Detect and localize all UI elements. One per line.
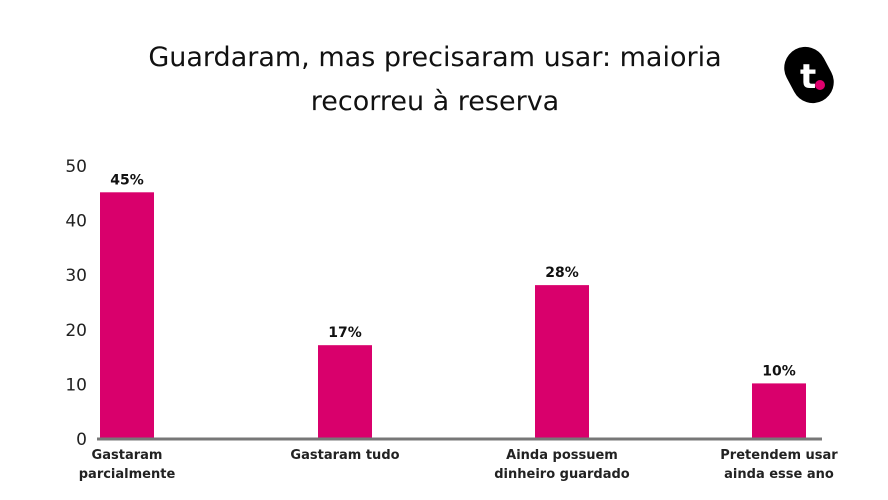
y-tick-label: 0 [76,430,87,450]
x-tick-label: Pretendem usar [720,448,838,463]
bar [535,285,589,438]
data-label: 28% [545,265,579,281]
svg-text:t: t [800,57,816,97]
x-tick-label: Gastaram [92,448,163,463]
y-tick-label: 20 [65,321,87,341]
chart-title: Guardaram, mas precisaram usar: maioria … [80,36,790,124]
x-tick-label: ainda esse ano [724,467,834,482]
bar [752,383,806,438]
data-label: 17% [328,325,362,341]
bar [100,192,154,438]
x-tick-label: Ainda possuem [506,448,618,463]
data-label: 10% [762,363,796,379]
x-tick-label: dinheiro guardado [494,467,630,482]
y-tick-label: 30 [65,266,87,286]
chart-title-line: Guardaram, mas precisaram usar: maioria [148,42,722,73]
data-label: 45% [110,172,144,188]
chart-title-line: recorreu à reserva [310,86,560,117]
brand-logo: t [784,46,834,104]
x-tick-label: parcialmente [79,467,176,482]
y-tick-label: 40 [65,212,87,232]
y-tick-label: 50 [65,157,87,177]
x-tick-label: Gastaram tudo [290,448,399,463]
y-tick-label: 10 [65,375,87,395]
bar [318,345,372,438]
